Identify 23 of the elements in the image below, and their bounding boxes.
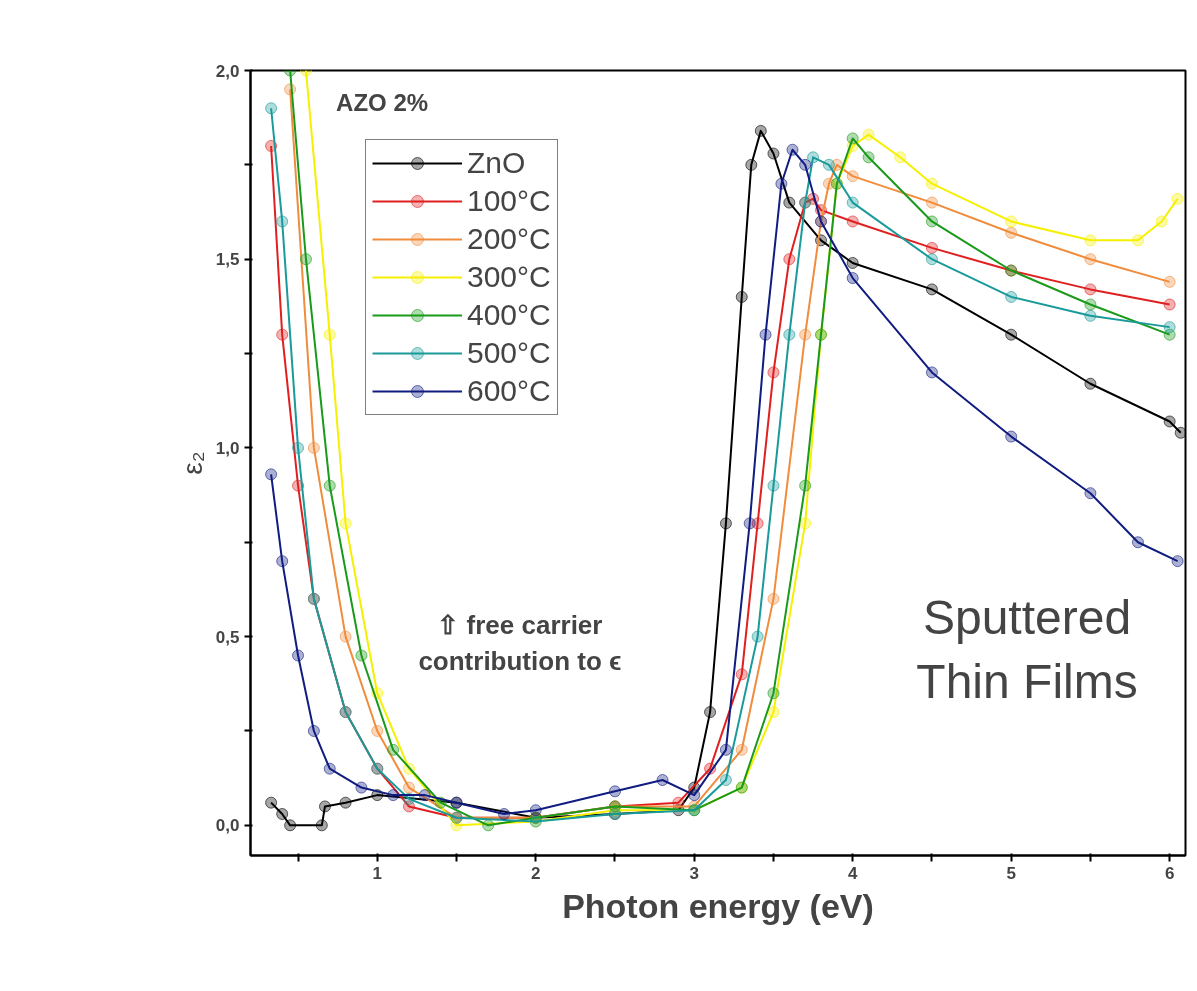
y-tick-label: 1,0 <box>215 438 240 458</box>
annotation: ⇧ free carrier contribution to ϵ <box>418 610 622 677</box>
annotation: Sputtered Thin Films <box>916 591 1138 708</box>
y-tick-label: 1,5 <box>215 250 240 270</box>
legend-label: 200°C <box>467 222 551 256</box>
y-tick-label: 0,5 <box>215 627 240 647</box>
legend-label: ZnO <box>467 146 526 180</box>
y-tick-label: 2,0 <box>215 61 240 81</box>
legend-label: 400°C <box>467 298 551 332</box>
x-tick-label: 3 <box>689 863 699 883</box>
y-axis-title: ε₂ <box>176 451 208 475</box>
x-tick-label: 1 <box>372 863 383 883</box>
x-tick-label: 6 <box>1164 863 1175 883</box>
legend-label: 300°C <box>467 260 551 294</box>
annotation: AZO 2% <box>336 89 429 117</box>
legend-label: 100°C <box>467 184 551 218</box>
legend-label: 600°C <box>467 374 551 408</box>
legend-label: 500°C <box>467 336 551 370</box>
x-tick-label: 4 <box>847 863 858 883</box>
y-tick-label: 0,0 <box>215 816 240 836</box>
x-axis-title: Photon energy (eV) <box>562 886 874 925</box>
x-tick-label: 2 <box>531 863 541 883</box>
x-tick-label: 5 <box>1006 863 1016 883</box>
